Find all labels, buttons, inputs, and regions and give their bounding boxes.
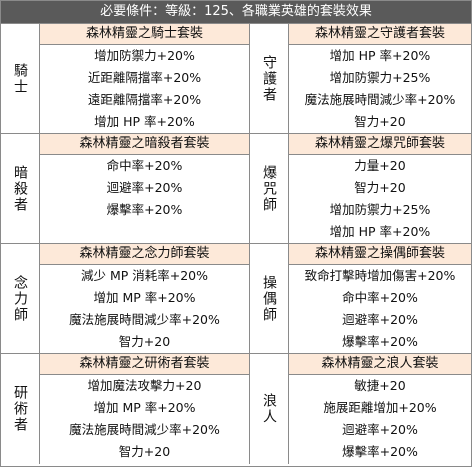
effect: 增加魔法攻擊力+20 — [87, 378, 202, 393]
effect: 迴避率+20% — [342, 312, 418, 327]
effect: 命中率+20% — [342, 290, 418, 305]
set-name: 森林精靈之騎士套裝 — [40, 24, 249, 45]
table-row: 騎士 森林精靈之騎士套裝增加防禦力+20% 近距離隔擋率+20% 遠距離隔擋率+20%… — [1, 24, 471, 134]
effect: 魔法施展時間減少率+20% — [69, 422, 220, 437]
effect: 致命打擊時增加傷害+20% — [304, 268, 456, 283]
set-name: 森林精靈之操偶師套裝 — [289, 244, 471, 265]
set-block: 操偶師 森林精靈之操偶師套裝致命打擊時增加傷害+20% 命中率+20% 迴避率+20%… — [250, 244, 471, 353]
effect: 魔法施展時間減少率+20% — [69, 312, 220, 327]
effect: 施展距離增加+20% — [323, 400, 437, 415]
effect: 爆擊率+20% — [342, 444, 418, 459]
set-content: 森林精靈之浪人套裝敏捷+20 施展距離增加+20% 迴避率+20% 爆擊率+20% — [289, 354, 471, 464]
effect: 迴避率+20% — [342, 422, 418, 437]
set-name: 森林精靈之守護者套裝 — [289, 24, 471, 45]
set-name: 森林精靈之暗殺者套裝 — [40, 134, 249, 155]
effect: 智力+20 — [118, 334, 171, 349]
set-content: 森林精靈之研術者套裝增加魔法攻擊力+20 增加 MP 率+20% 魔法施展時間減少率… — [40, 354, 249, 464]
table-body: 騎士 森林精靈之騎士套裝增加防禦力+20% 近距離隔擋率+20% 遠距離隔擋率+20%… — [1, 24, 471, 464]
set-content: 森林精靈之暗殺者套裝命中率+20% 迴避率+20% 爆擊率+20% — [40, 134, 249, 243]
class-name: 念力師 — [1, 244, 40, 353]
set-block: 研術者 森林精靈之研術者套裝增加魔法攻擊力+20 增加 MP 率+20% 魔法施展時間… — [1, 354, 250, 464]
class-name: 爆咒師 — [250, 134, 289, 243]
table-row: 暗殺者 森林精靈之暗殺者套裝命中率+20% 迴避率+20% 爆擊率+20% 爆咒師 森林精… — [1, 134, 471, 244]
effect: 爆擊率+20% — [342, 334, 418, 349]
set-name: 森林精靈之研術者套裝 — [40, 354, 249, 375]
set-content: 森林精靈之騎士套裝增加防禦力+20% 近距離隔擋率+20% 遠距離隔擋率+20% 增加… — [40, 24, 249, 133]
effect: 增加防禦力+25% — [329, 70, 431, 85]
set-name: 森林精靈之爆咒師套裝 — [289, 134, 471, 155]
effect: 減少 MP 消耗率+20% — [80, 268, 209, 283]
set-name: 森林精靈之浪人套裝 — [289, 354, 471, 375]
effect: 遠距離隔擋率+20% — [87, 92, 202, 107]
effect: 增加 HP 率+20% — [329, 224, 431, 239]
set-content: 森林精靈之守護者套裝增加 HP 率+20% 增加防禦力+25% 魔法施展時間減少率+… — [289, 24, 471, 133]
class-name: 操偶師 — [250, 244, 289, 353]
table-title: 必要條件：等級：125、各職業英雄的套裝效果 — [1, 1, 471, 24]
class-name: 浪人 — [250, 354, 289, 464]
effect: 增加 HP 率+20% — [329, 48, 431, 63]
set-content: 森林精靈之爆咒師套裝力量+20 智力+20 增加防禦力+25% 增加 HP 率+20% — [289, 134, 471, 243]
class-name: 守護者 — [250, 24, 289, 133]
effect: 力量+20 — [354, 158, 406, 173]
effect: 爆擊率+20% — [106, 202, 183, 217]
set-block: 暗殺者 森林精靈之暗殺者套裝命中率+20% 迴避率+20% 爆擊率+20% — [1, 134, 250, 243]
set-content: 森林精靈之操偶師套裝致命打擊時增加傷害+20% 命中率+20% 迴避率+20% 爆擊率… — [289, 244, 471, 353]
class-name: 騎士 — [1, 24, 40, 133]
effect: 命中率+20% — [106, 158, 183, 173]
set-name: 森林精靈之念力師套裝 — [40, 244, 249, 265]
effect: 增加 MP 率+20% — [93, 400, 196, 415]
effect: 增加防禦力+20% — [94, 48, 195, 63]
effect: 迴避率+20% — [106, 180, 183, 195]
effect: 智力+20 — [354, 114, 406, 129]
effect: 敏捷+20 — [354, 378, 406, 393]
class-name: 暗殺者 — [1, 134, 40, 243]
set-block: 浪人 森林精靈之浪人套裝敏捷+20 施展距離增加+20% 迴避率+20% 爆擊率+20% — [250, 354, 471, 464]
class-name: 研術者 — [1, 354, 40, 464]
effect: 智力+20 — [118, 444, 171, 459]
effect: 增加 HP 率+20% — [94, 114, 195, 129]
set-content: 森林精靈之念力師套裝減少 MP 消耗率+20% 增加 MP 率+20% 魔法施展時間… — [40, 244, 249, 353]
set-block: 守護者 森林精靈之守護者套裝增加 HP 率+20% 增加防禦力+25% 魔法施展時間減… — [250, 24, 471, 133]
effect: 智力+20 — [354, 180, 406, 195]
effect: 增加防禦力+25% — [329, 202, 431, 217]
effect: 增加 MP 率+20% — [93, 290, 196, 305]
set-block: 騎士 森林精靈之騎士套裝增加防禦力+20% 近距離隔擋率+20% 遠距離隔擋率+20%… — [1, 24, 250, 133]
effect: 魔法施展時間減少率+20% — [304, 92, 456, 107]
effect: 近距離隔擋率+20% — [87, 70, 202, 85]
set-block: 念力師 森林精靈之念力師套裝減少 MP 消耗率+20% 增加 MP 率+20% 魔法施… — [1, 244, 250, 353]
set-block: 爆咒師 森林精靈之爆咒師套裝力量+20 智力+20 增加防禦力+25% 增加 HP 率+… — [250, 134, 471, 243]
table-row: 研術者 森林精靈之研術者套裝增加魔法攻擊力+20 增加 MP 率+20% 魔法施展時間… — [1, 354, 471, 464]
table-row: 念力師 森林精靈之念力師套裝減少 MP 消耗率+20% 增加 MP 率+20% 魔法施… — [1, 244, 471, 354]
